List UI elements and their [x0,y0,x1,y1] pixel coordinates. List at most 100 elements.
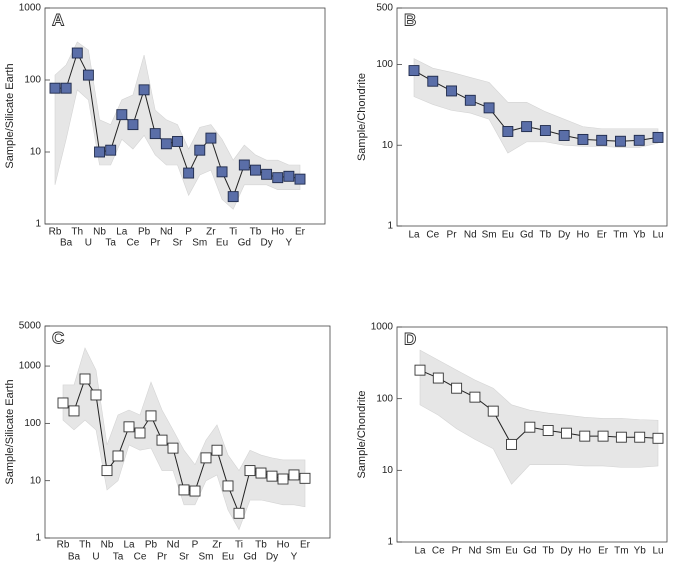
x-tick-label: Y [286,238,293,249]
marker [57,397,69,409]
marker [194,144,206,156]
x-tick-label: P [192,540,199,551]
x-tick-label: Sr [173,238,184,249]
plot-frame [396,7,668,227]
marker [172,136,183,147]
x-tick-label: Y [291,552,298,563]
x-tick-label: Pr [150,238,161,249]
y-tick-label: 100 [376,59,393,70]
marker [250,164,261,176]
x-tick-label: Gd [520,230,533,241]
x-tick-label: Gd [243,552,256,563]
marker [464,94,476,106]
panel-label: C [52,328,64,347]
x-tick-label: Ti [235,540,243,551]
y-tick-label: 1000 [19,361,42,372]
x-tick-label: La [414,546,426,557]
marker [233,507,245,519]
panel-label: A [52,10,64,29]
marker [68,405,80,417]
marker [167,442,179,454]
x-tick-label: Nd [160,227,173,238]
marker [149,128,161,140]
y-tick-label: 500 [376,3,393,14]
marker [446,85,457,97]
x-tick-label: Ce [127,238,140,249]
y-axis-label: Sample/Silicate Earth [4,63,16,168]
y-tick-label: 1000 [19,3,42,14]
x-tick-label: Ce [134,552,147,563]
x-tick-label: Er [598,546,609,557]
marker [60,82,72,94]
y-axis-label: Sample/Chondrite [356,390,368,478]
x-tick-label: Zr [212,540,222,551]
plot-frame [44,7,326,225]
x-tick-label: Ho [578,546,591,557]
marker [408,65,420,77]
marker [634,431,646,443]
y-axis-label: Sample/Chondrite [356,73,368,161]
marker [79,373,91,385]
marker [211,444,223,456]
marker [200,452,212,464]
marker [652,131,664,143]
y-tick-label: 10 [382,465,394,476]
envelope [419,349,659,485]
y-tick-label: 10 [382,140,394,151]
marker [414,364,426,376]
x-tick-label: Pb [145,540,158,551]
envelope [413,58,659,154]
marker [238,159,250,171]
marker [156,434,168,446]
x-tick-label: Nb [93,227,106,238]
plot-frame [44,325,331,539]
marker [90,389,102,401]
x-tick-label: Dy [260,238,272,249]
marker [652,432,664,444]
marker [49,82,61,94]
x-tick-label: Pr [157,552,168,563]
x-tick-label: Ho [577,230,590,241]
marker [261,168,273,180]
x-tick-label: Tb [542,546,554,557]
panel-label: B [404,10,416,29]
x-tick-label: Pr [447,230,458,241]
x-tick-label: Ba [60,238,73,249]
marker [101,465,113,477]
x-tick-label: Dy [266,552,278,563]
marker [222,480,234,492]
marker [134,427,146,439]
x-tick-label: Th [71,227,83,238]
x-tick-label: Lu [652,230,663,241]
marker [577,133,589,145]
x-tick-label: Ce [432,546,445,557]
x-tick-label: Zr [206,227,216,238]
y-tick-label: 10 [30,475,42,486]
marker [483,102,495,114]
marker [112,450,124,462]
envelope [54,41,301,210]
y-tick-label: 10 [30,147,42,158]
marker [244,465,256,477]
x-tick-label: Nd [167,540,180,551]
x-tick-label: Nb [101,540,114,551]
x-tick-label: Sm [486,546,501,557]
x-tick-label: U [85,238,92,249]
x-tick-label: Th [79,540,91,551]
marker [116,109,128,121]
x-tick-label: Tb [255,540,267,551]
x-tick-label: Eu [502,230,514,241]
marker [277,473,289,485]
x-tick-label: P [185,227,192,238]
marker [216,166,228,178]
x-tick-label: Ho [277,540,290,551]
x-tick-label: Tm [614,546,628,557]
x-tick-label: Dy [558,230,570,241]
marker [94,146,105,158]
marker [432,372,444,384]
x-tick-label: Pr [452,546,463,557]
x-tick-label: Sm [192,238,207,249]
x-tick-label: Eu [222,552,234,563]
marker [183,167,195,179]
